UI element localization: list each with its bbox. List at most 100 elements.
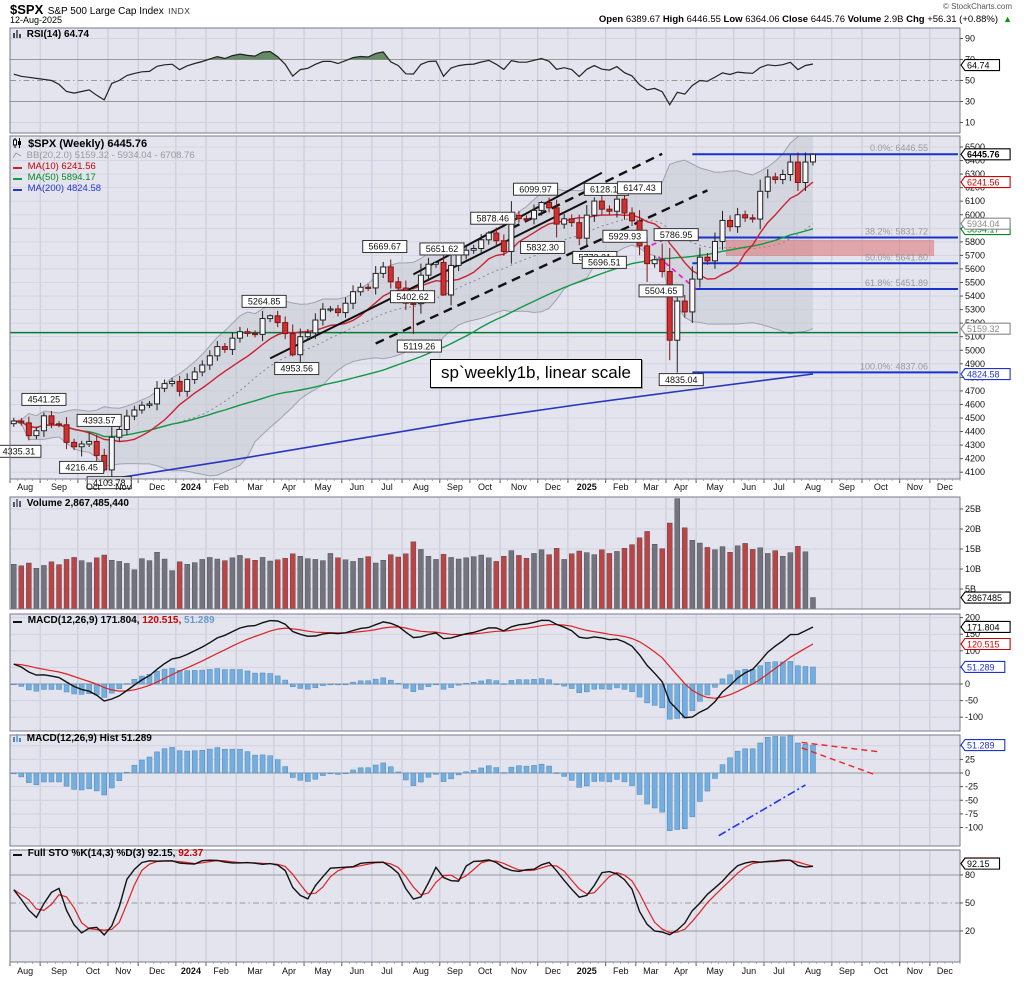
axis-value-box bbox=[960, 367, 1011, 381]
volume-bar bbox=[516, 555, 522, 609]
candle-body bbox=[711, 240, 718, 262]
macd-hist-bar bbox=[101, 683, 107, 698]
price-annotation-box bbox=[581, 255, 627, 269]
hist-bar bbox=[350, 769, 356, 774]
month-label-bottom: 2024 bbox=[181, 966, 201, 976]
hist-bar bbox=[176, 750, 183, 774]
axis-value-box bbox=[960, 660, 1006, 674]
macd-hist-bar bbox=[463, 683, 469, 685]
volume-bar bbox=[78, 560, 85, 609]
volume-bar bbox=[161, 558, 168, 609]
candle-body bbox=[531, 209, 538, 220]
volume-bar bbox=[312, 559, 319, 609]
volume-bar bbox=[704, 547, 711, 609]
month-label-bottom: Nov bbox=[511, 966, 528, 976]
volume-bar bbox=[538, 549, 545, 609]
volume-bar bbox=[18, 565, 25, 609]
hist-bar bbox=[342, 772, 349, 775]
price-annotation-text: 5669.67 bbox=[368, 242, 401, 252]
axis-tick-label: 5100 bbox=[965, 332, 985, 342]
hist-bar bbox=[410, 772, 417, 786]
volume-bar bbox=[139, 558, 145, 609]
macd-hist-bar bbox=[448, 683, 454, 688]
volume-bar bbox=[742, 543, 748, 609]
chart-annotation-textbox: sp`weekly1b, linear scale bbox=[430, 359, 642, 388]
price-annotation-text: 5929.93 bbox=[609, 231, 642, 241]
axis-tick-label: -100 bbox=[965, 823, 983, 833]
candle-body bbox=[169, 380, 176, 385]
candle-body bbox=[674, 300, 681, 341]
macd-hist-bar bbox=[659, 683, 665, 709]
hist-bar bbox=[704, 772, 711, 792]
month-label-bottom: Apr bbox=[282, 966, 296, 976]
hist-bar bbox=[621, 772, 628, 783]
macd-hist-bar bbox=[440, 683, 447, 690]
month-label-bottom: Aug bbox=[413, 966, 429, 976]
candle-body bbox=[380, 266, 387, 274]
volume-bar bbox=[214, 558, 221, 609]
price-annotation-text: 6147.43 bbox=[623, 183, 656, 193]
candle-body bbox=[470, 247, 477, 251]
chart-header: $SPX S&P 500 Large Cap Index INDX bbox=[10, 1, 190, 19]
hist-bars bbox=[11, 735, 816, 831]
macd-hist-bar bbox=[116, 683, 123, 689]
month-label-bottom: May bbox=[706, 966, 724, 976]
price-annotation-box bbox=[512, 182, 559, 196]
index-title: S&P 500 Large Cap Index bbox=[47, 6, 164, 17]
candle-body bbox=[184, 379, 191, 392]
hist-bar bbox=[523, 765, 530, 774]
axis-tick-label: 4700 bbox=[965, 386, 985, 396]
month-label-bottom: Sep bbox=[839, 966, 855, 976]
ma200-line-icon bbox=[13, 184, 22, 195]
resistance-zone bbox=[725, 240, 935, 256]
candle-body bbox=[779, 174, 786, 181]
axis-tick-label: 4100 bbox=[965, 467, 985, 477]
hist-bar bbox=[810, 744, 816, 774]
hist-bar bbox=[553, 772, 560, 774]
candle-body bbox=[334, 308, 341, 314]
macd-hist-bar bbox=[697, 683, 703, 702]
axis-tick-label: 4200 bbox=[965, 454, 985, 464]
hist-bar bbox=[335, 772, 341, 775]
hist-bar bbox=[244, 751, 251, 774]
price-annotation-text: 5651.62 bbox=[426, 244, 459, 254]
panel-background bbox=[10, 614, 960, 731]
drawn-hist-trendline bbox=[718, 784, 806, 837]
month-label: Nov bbox=[907, 482, 924, 492]
volume-bar bbox=[297, 556, 303, 609]
candle-body bbox=[304, 332, 311, 338]
candle-body bbox=[583, 214, 590, 239]
month-label-bottom: Aug bbox=[805, 966, 821, 976]
volume-bar bbox=[116, 561, 123, 609]
volume-bar bbox=[124, 563, 130, 609]
volume-bar bbox=[659, 548, 665, 609]
candle-body bbox=[764, 176, 771, 192]
candle-body bbox=[229, 337, 236, 350]
volume-bar bbox=[757, 547, 763, 609]
candle-body bbox=[365, 286, 372, 289]
volume-bar bbox=[697, 542, 703, 609]
axis-tick-label: 5400 bbox=[965, 291, 985, 301]
macd-hist-bar bbox=[63, 683, 70, 693]
volume-bar bbox=[342, 559, 349, 609]
axis-tick-label: 0 bbox=[965, 768, 970, 778]
candle-body bbox=[440, 261, 447, 296]
macd-line bbox=[13, 619, 814, 719]
axis-tick-label: 50 bbox=[965, 898, 975, 908]
macd-hist-bar bbox=[629, 683, 635, 692]
hist-bar bbox=[388, 766, 394, 774]
macd-hist-bar bbox=[433, 683, 439, 686]
candle-body bbox=[252, 332, 259, 336]
candle-body bbox=[538, 202, 545, 211]
copyright[interactable]: © StockCharts.com bbox=[942, 2, 1012, 11]
candle-body bbox=[515, 214, 522, 220]
panel-border bbox=[9, 734, 961, 847]
month-label-bottom: Sep bbox=[447, 966, 463, 976]
macd-hist-bar bbox=[501, 683, 507, 685]
volume-bar bbox=[667, 522, 673, 609]
fib-label: 61.8%: 5451.89 bbox=[865, 278, 928, 288]
volume-bar bbox=[629, 544, 635, 609]
hist-bar bbox=[772, 736, 779, 774]
